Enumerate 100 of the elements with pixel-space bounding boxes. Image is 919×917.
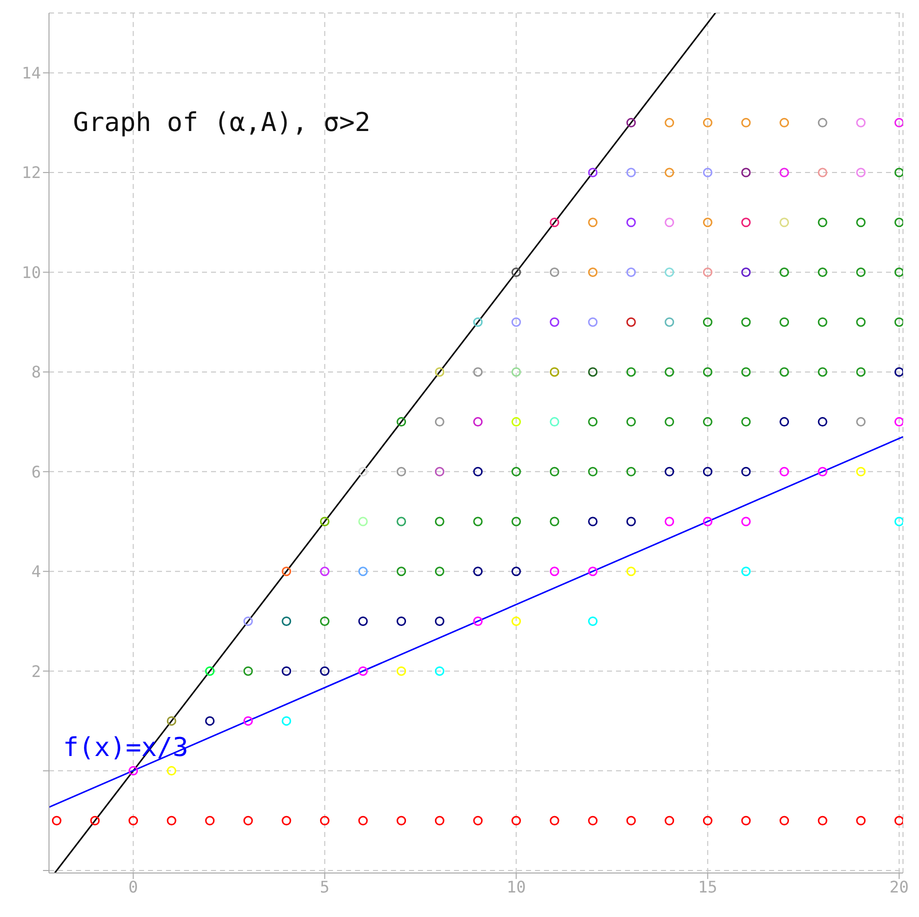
point [856, 118, 866, 128]
point [741, 367, 751, 377]
point [550, 516, 560, 526]
point [320, 816, 330, 826]
point [166, 766, 176, 776]
point [511, 367, 521, 377]
point [358, 616, 368, 626]
point [166, 816, 176, 826]
point [396, 816, 406, 826]
point [818, 367, 828, 377]
point [626, 218, 636, 228]
point [741, 417, 751, 427]
point [358, 516, 368, 526]
point [588, 816, 598, 826]
point [396, 466, 406, 476]
point [702, 816, 712, 826]
point [818, 816, 828, 826]
point [664, 118, 674, 128]
point [780, 118, 790, 128]
point [702, 367, 712, 377]
point [396, 516, 406, 526]
point [128, 816, 138, 826]
point [664, 218, 674, 228]
point [473, 317, 483, 327]
x-tick-label: 20 [890, 877, 909, 896]
point [856, 417, 866, 427]
point [473, 816, 483, 826]
point [550, 816, 560, 826]
point [588, 417, 598, 427]
point [780, 267, 790, 277]
point [550, 218, 560, 228]
x-tick-label: 15 [698, 877, 718, 896]
point [894, 118, 903, 128]
point [282, 816, 292, 826]
point [664, 267, 674, 277]
point [511, 816, 521, 826]
point [702, 168, 712, 178]
y-tick-label: 10 [22, 262, 41, 282]
point [282, 566, 292, 576]
point [358, 816, 368, 826]
point [818, 168, 828, 178]
point [780, 816, 790, 826]
point [626, 317, 636, 327]
point [282, 716, 292, 726]
point [550, 367, 560, 377]
point [780, 168, 790, 178]
point [205, 816, 215, 826]
point [166, 716, 176, 726]
point [856, 168, 866, 178]
point [702, 317, 712, 327]
point [588, 367, 598, 377]
point [626, 118, 636, 128]
point [550, 267, 560, 277]
point [588, 168, 598, 178]
x-tick-label: 0 [128, 877, 138, 896]
point [856, 816, 866, 826]
y-tick-label: 2 [31, 662, 41, 681]
point [894, 317, 903, 327]
point [780, 367, 790, 377]
point [320, 666, 330, 676]
point [818, 267, 828, 277]
x-tick-label: 10 [506, 877, 526, 896]
point [434, 516, 444, 526]
point [52, 816, 62, 826]
point [550, 317, 560, 327]
point [511, 417, 521, 427]
point [664, 367, 674, 377]
point [741, 267, 751, 277]
point [626, 367, 636, 377]
point [856, 267, 866, 277]
point [396, 417, 406, 427]
point [396, 616, 406, 626]
point [434, 417, 444, 427]
y-tick-label: 8 [31, 362, 41, 382]
point [282, 616, 292, 626]
point [818, 118, 828, 128]
x-tick-label: 5 [320, 877, 330, 896]
point [664, 317, 674, 327]
point [434, 466, 444, 476]
point [626, 417, 636, 427]
y-tick-label: 14 [22, 64, 41, 83]
point [282, 666, 292, 676]
point [90, 816, 100, 826]
point [818, 317, 828, 327]
point [741, 816, 751, 826]
point [818, 218, 828, 228]
point [358, 466, 368, 476]
point [856, 218, 866, 228]
y-tick-label: 12 [22, 163, 41, 182]
point [511, 267, 521, 277]
point [473, 516, 483, 526]
point [780, 317, 790, 327]
point [780, 218, 790, 228]
point [702, 417, 712, 427]
point [894, 267, 903, 277]
point [320, 566, 330, 576]
point [741, 118, 751, 128]
y-tick-label: 6 [31, 462, 41, 482]
point [511, 516, 521, 526]
text: Graph of (α,A), σ>2 [73, 108, 370, 138]
